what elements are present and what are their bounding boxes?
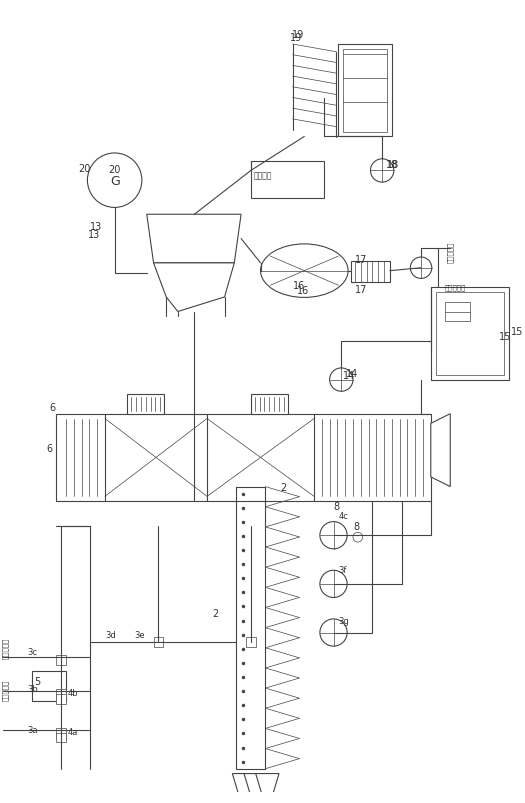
Polygon shape <box>244 773 267 793</box>
Bar <box>351 262 390 283</box>
Text: 3c: 3c <box>27 648 37 657</box>
Text: 8: 8 <box>333 501 340 512</box>
Circle shape <box>371 160 394 183</box>
Text: 4c: 4c <box>339 512 348 520</box>
Bar <box>56 694 66 703</box>
Text: 15: 15 <box>510 327 523 336</box>
Polygon shape <box>233 773 256 793</box>
Circle shape <box>320 571 347 597</box>
Bar <box>153 638 163 647</box>
Polygon shape <box>147 215 241 263</box>
Text: 5: 5 <box>34 676 40 687</box>
Text: 烟囱外接口: 烟囱外接口 <box>3 679 9 699</box>
Text: 14: 14 <box>346 369 359 378</box>
Bar <box>251 395 288 414</box>
Ellipse shape <box>260 245 348 298</box>
Bar <box>127 395 164 414</box>
Text: 2: 2 <box>212 609 218 618</box>
Polygon shape <box>256 773 279 793</box>
Bar <box>445 303 470 322</box>
Text: 13: 13 <box>88 230 101 239</box>
Bar <box>343 50 387 132</box>
Bar <box>251 161 324 198</box>
Text: 4b: 4b <box>68 688 79 698</box>
Text: 3g: 3g <box>339 617 349 626</box>
Bar <box>246 638 256 647</box>
Text: 16: 16 <box>297 286 309 296</box>
Text: 18: 18 <box>386 160 398 169</box>
Text: 16: 16 <box>292 281 305 291</box>
Bar <box>56 414 431 502</box>
Bar <box>436 292 504 375</box>
Circle shape <box>320 522 347 549</box>
Circle shape <box>411 258 432 279</box>
Circle shape <box>353 532 363 542</box>
Text: 3a: 3a <box>27 725 38 735</box>
Circle shape <box>87 153 142 208</box>
Text: 4a: 4a <box>68 728 78 736</box>
Bar <box>56 689 66 699</box>
Circle shape <box>320 619 347 646</box>
Bar <box>431 287 509 380</box>
Text: G: G <box>110 174 120 187</box>
Text: 烟囱外接口: 烟囱外接口 <box>3 637 9 658</box>
Text: 17: 17 <box>355 285 368 295</box>
Text: 除氧设备: 除氧设备 <box>254 172 272 181</box>
Text: 3d: 3d <box>105 630 116 639</box>
Bar <box>56 733 66 743</box>
Text: 8: 8 <box>353 521 359 531</box>
Bar <box>56 728 66 738</box>
Text: 2: 2 <box>280 482 286 492</box>
Text: 19: 19 <box>290 33 302 43</box>
Text: 13: 13 <box>90 222 102 231</box>
Text: 19: 19 <box>292 31 304 40</box>
Text: 6: 6 <box>47 443 52 453</box>
Bar <box>56 655 66 665</box>
Text: 15: 15 <box>499 332 511 341</box>
Text: 3e: 3e <box>134 630 145 639</box>
Text: 锅炉补给水: 锅炉补给水 <box>445 284 466 291</box>
Text: 20: 20 <box>108 165 120 174</box>
Text: 20: 20 <box>79 163 91 173</box>
Text: 17: 17 <box>355 255 368 265</box>
Bar <box>32 671 66 701</box>
Text: 14: 14 <box>343 370 355 381</box>
Text: 18: 18 <box>387 160 400 169</box>
Bar <box>339 45 392 137</box>
Polygon shape <box>153 263 234 312</box>
Text: 3b: 3b <box>27 685 38 694</box>
Circle shape <box>330 369 353 392</box>
Polygon shape <box>431 414 450 487</box>
Text: 锅炉补给水: 锅炉补给水 <box>447 241 454 263</box>
Text: 3f: 3f <box>339 565 346 574</box>
Text: 6: 6 <box>49 402 56 412</box>
